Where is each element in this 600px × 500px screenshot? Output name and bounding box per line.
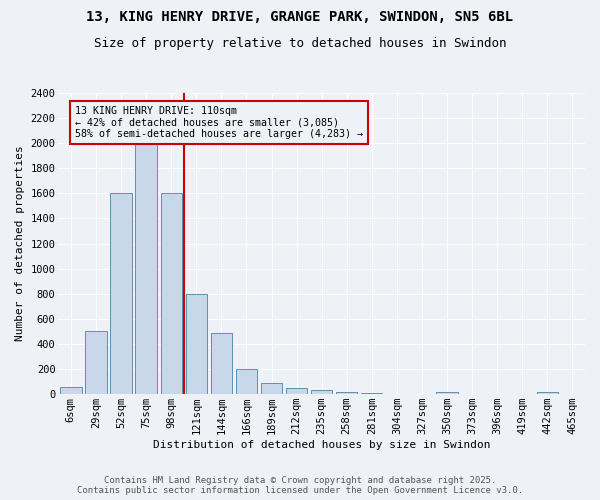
Bar (185, 294, 207, 394)
Bar (211, 332, 232, 394)
Bar (85, 332, 107, 394)
Bar (161, 194, 182, 394)
Bar (236, 369, 257, 394)
Y-axis label: Number of detached properties: Number of detached properties (15, 146, 25, 342)
Bar (436, 392, 458, 394)
Bar (136, 143, 157, 394)
Text: Size of property relative to detached houses in Swindon: Size of property relative to detached ho… (94, 38, 506, 51)
Text: 13 KING HENRY DRIVE: 110sqm
← 42% of detached houses are smaller (3,085)
58% of : 13 KING HENRY DRIVE: 110sqm ← 42% of det… (76, 106, 364, 138)
Bar (60, 386, 82, 394)
Bar (110, 194, 131, 394)
Bar (311, 390, 332, 394)
Bar (286, 388, 307, 394)
Text: 13, KING HENRY DRIVE, GRANGE PARK, SWINDON, SN5 6BL: 13, KING HENRY DRIVE, GRANGE PARK, SWIND… (86, 10, 514, 24)
Bar (336, 392, 358, 394)
Bar (361, 393, 382, 394)
Bar (261, 383, 282, 394)
X-axis label: Distribution of detached houses by size in Swindon: Distribution of detached houses by size … (153, 440, 490, 450)
Bar (537, 392, 558, 394)
Text: Contains HM Land Registry data © Crown copyright and database right 2025.
Contai: Contains HM Land Registry data © Crown c… (77, 476, 523, 495)
